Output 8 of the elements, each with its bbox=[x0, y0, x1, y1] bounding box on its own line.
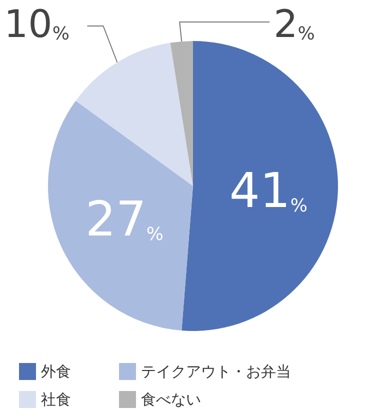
data-label: 27% bbox=[85, 192, 164, 248]
legend-label: 外食 bbox=[41, 362, 71, 380]
legend-label: 社食 bbox=[41, 390, 71, 408]
legend-label: テイクアウト・お弁当 bbox=[141, 362, 291, 380]
data-label: 10% bbox=[4, 2, 70, 46]
data-label: 2% bbox=[274, 2, 315, 46]
legend-label: 食べない bbox=[141, 390, 201, 408]
data-label: 41% bbox=[229, 162, 308, 219]
